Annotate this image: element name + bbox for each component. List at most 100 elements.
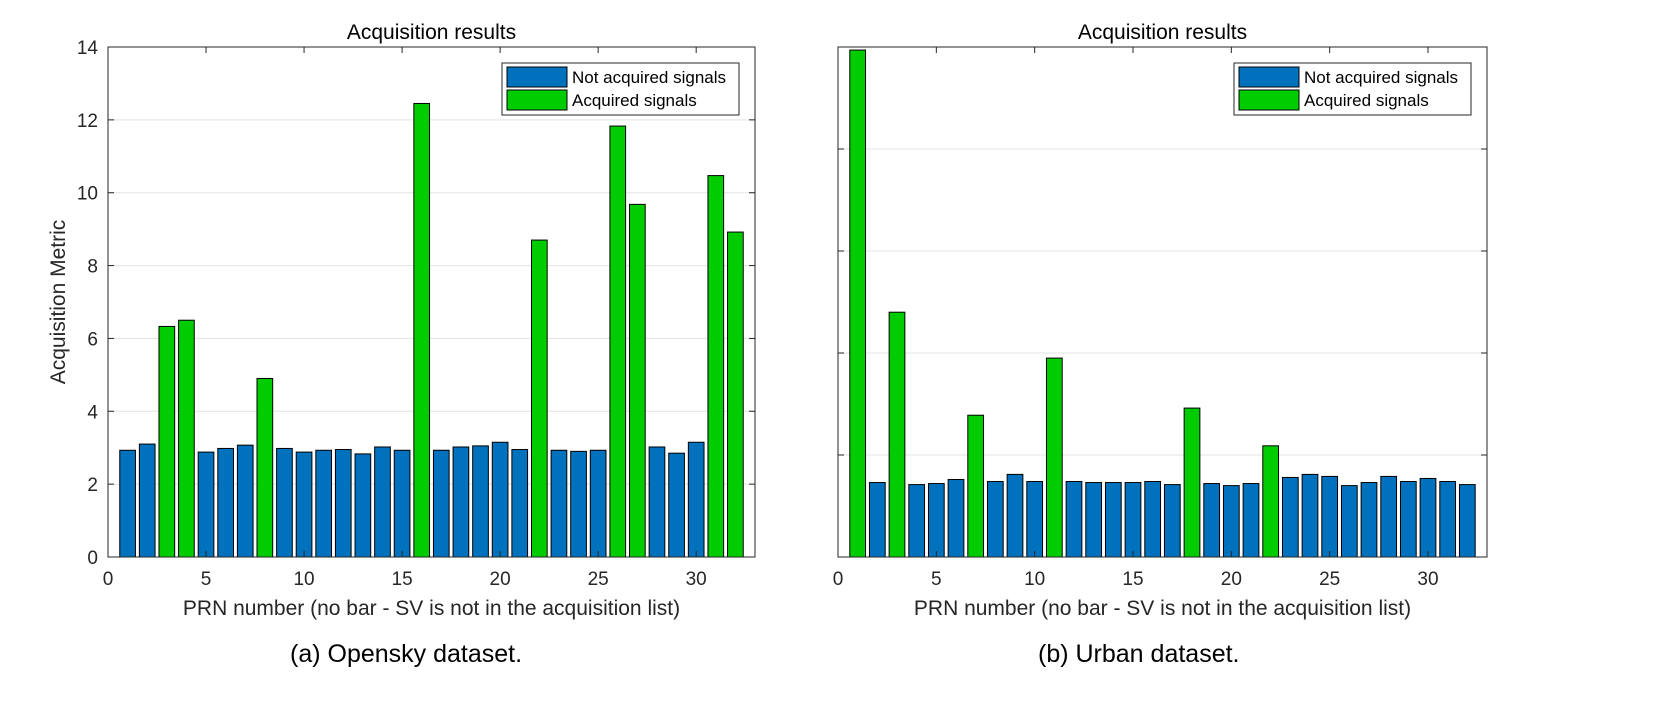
bar-acquired bbox=[888, 311, 906, 558]
bar-not-acquired bbox=[1163, 484, 1181, 558]
bar-acquired bbox=[178, 319, 195, 558]
bar-acquired bbox=[849, 49, 867, 558]
bar-acquired bbox=[609, 125, 627, 558]
bar-not-acquired bbox=[1281, 476, 1299, 558]
bar-not-acquired bbox=[276, 447, 293, 558]
bar-not-acquired bbox=[1203, 483, 1221, 558]
bar-not-acquired bbox=[1026, 481, 1044, 558]
y-tick-label: 14 bbox=[77, 38, 99, 59]
bar-acquired bbox=[1045, 357, 1063, 558]
x-tick-label: 25 bbox=[1319, 569, 1340, 590]
y-tick-label: 8 bbox=[87, 257, 98, 278]
bar-not-acquired bbox=[1104, 482, 1122, 558]
bar-not-acquired bbox=[1399, 481, 1417, 558]
bar-acquired bbox=[629, 203, 646, 558]
bar-not-acquired bbox=[550, 449, 568, 558]
figure-caption: (a) Opensky dataset. bbox=[290, 640, 523, 668]
y-tick-label: 10 bbox=[77, 184, 98, 205]
y-tick-label: 0 bbox=[87, 548, 98, 569]
bar-not-acquired bbox=[1380, 475, 1398, 558]
chart-title: Acquisition results bbox=[347, 21, 516, 44]
axes-box bbox=[107, 46, 756, 558]
bar-acquired bbox=[158, 325, 176, 558]
bar-acquired bbox=[967, 414, 985, 558]
bar-not-acquired bbox=[197, 451, 215, 558]
bar-not-acquired bbox=[1458, 484, 1476, 558]
axes-box bbox=[837, 46, 1488, 558]
bar-not-acquired bbox=[354, 453, 372, 558]
bar-not-acquired bbox=[236, 444, 254, 558]
bar-chart-urban: 0510152025051015202530Acquisition result… bbox=[777, 21, 1488, 620]
x-tick-label: 5 bbox=[201, 569, 212, 590]
legend-swatch bbox=[506, 89, 568, 111]
bar-not-acquired bbox=[1439, 481, 1457, 558]
bar-not-acquired bbox=[315, 449, 333, 558]
bar-acquired bbox=[707, 175, 725, 558]
bar-not-acquired bbox=[908, 484, 926, 558]
bar-not-acquired bbox=[1321, 475, 1339, 558]
y-tick-label: 4 bbox=[87, 402, 98, 423]
x-tick-label: 30 bbox=[1417, 569, 1438, 590]
y-tick-label: 6 bbox=[87, 329, 98, 350]
legend-label: Acquired signals bbox=[572, 91, 697, 110]
chart-panel-opensky: 0 2 4 6 8 10 12 14 0 5 10 15 20 25 30 Acquisition resul… bbox=[0, 0, 833, 720]
bar-acquired bbox=[256, 378, 274, 558]
x-axis-label: PRN number (no bar - SV is not in the ac… bbox=[914, 597, 1411, 620]
bar-not-acquired bbox=[1124, 482, 1142, 558]
bar-not-acquired bbox=[1419, 477, 1437, 558]
bar-not-acquired bbox=[1006, 473, 1024, 558]
bar-not-acquired bbox=[217, 447, 234, 558]
legend-label: Not acquired signals bbox=[572, 68, 726, 87]
y-tick-label: 2 bbox=[87, 475, 98, 496]
bar-not-acquired bbox=[648, 446, 666, 558]
x-axis-label: PRN number (no bar - SV is not in the ac… bbox=[183, 597, 680, 620]
bar-acquired bbox=[1183, 407, 1201, 558]
bar-not-acquired bbox=[1340, 485, 1358, 558]
legend-swatch bbox=[1238, 89, 1300, 111]
bar-not-acquired bbox=[1144, 481, 1162, 558]
bar-not-acquired bbox=[589, 449, 607, 558]
bar-not-acquired bbox=[1301, 473, 1319, 558]
bar-not-acquired bbox=[1085, 482, 1103, 558]
chart-title: Acquisition results bbox=[1078, 21, 1247, 44]
x-tick-label: 0 bbox=[103, 569, 114, 590]
bar-not-acquired bbox=[1360, 482, 1378, 558]
plot-area bbox=[108, 47, 755, 557]
bar-not-acquired bbox=[393, 449, 411, 558]
legend-label: Acquired signals bbox=[1304, 91, 1429, 110]
x-tick-label: 20 bbox=[490, 569, 511, 590]
bar-not-acquired bbox=[1222, 485, 1240, 558]
figure-caption: (b) Urban dataset. bbox=[1038, 640, 1240, 668]
bar-acquired bbox=[413, 102, 431, 558]
bar-not-acquired bbox=[138, 443, 156, 558]
bar-not-acquired bbox=[668, 452, 685, 558]
x-tick-label: 25 bbox=[588, 569, 609, 590]
bar-chart-opensky: 0 2 4 6 8 10 12 14 0 5 10 15 20 25 30 Acquisition resul… bbox=[47, 21, 756, 620]
x-tick-label: 20 bbox=[1221, 569, 1242, 590]
bar-not-acquired bbox=[986, 481, 1004, 558]
legend-swatch bbox=[506, 66, 568, 88]
bar-acquired bbox=[1262, 445, 1280, 558]
x-tick-label: 10 bbox=[1024, 569, 1045, 590]
bar-not-acquired bbox=[511, 449, 529, 558]
y-tick-label: 12 bbox=[77, 111, 98, 132]
bar-not-acquired bbox=[868, 482, 886, 558]
bar-acquired bbox=[727, 231, 744, 558]
bar-not-acquired bbox=[472, 445, 489, 558]
legend-label: Not acquired signals bbox=[1304, 68, 1458, 87]
y-axis-label: Acquisition Metric bbox=[47, 220, 70, 385]
bar-not-acquired bbox=[452, 446, 470, 558]
bar-acquired bbox=[530, 239, 548, 558]
bar-not-acquired bbox=[334, 449, 352, 558]
bar-not-acquired bbox=[1065, 481, 1083, 558]
bar-not-acquired bbox=[432, 449, 450, 558]
x-tick-label: 15 bbox=[1122, 569, 1143, 590]
x-tick-label: 0 bbox=[833, 569, 843, 590]
bar-not-acquired bbox=[374, 446, 391, 558]
x-tick-label: 5 bbox=[931, 569, 942, 590]
bar-not-acquired bbox=[491, 441, 509, 558]
x-tick-label: 10 bbox=[293, 569, 314, 590]
bar-not-acquired bbox=[687, 441, 705, 558]
bar-not-acquired bbox=[947, 478, 965, 558]
plot-area bbox=[838, 47, 1487, 557]
